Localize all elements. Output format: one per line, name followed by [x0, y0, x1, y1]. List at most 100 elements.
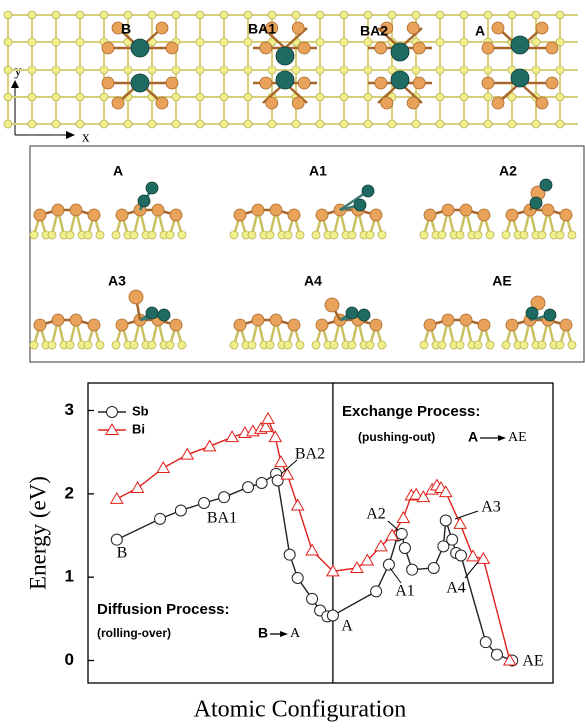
- atom: [295, 340, 305, 350]
- atom: [69, 203, 83, 217]
- atom: [339, 65, 349, 75]
- marker: [283, 548, 296, 561]
- atom: [507, 92, 517, 102]
- marker: [370, 585, 383, 598]
- atom: [233, 318, 247, 332]
- atom: [75, 119, 85, 129]
- atom: [481, 41, 495, 55]
- atom: [535, 96, 549, 110]
- atom: [297, 76, 311, 90]
- atom: [441, 203, 455, 217]
- atom: [435, 10, 445, 20]
- atom: [537, 230, 547, 240]
- atom: [543, 308, 557, 322]
- atom: [505, 208, 519, 222]
- atom: [219, 65, 229, 75]
- atom: [267, 10, 277, 20]
- structure-label: A1: [309, 163, 327, 179]
- legend-marker: [106, 406, 118, 418]
- atom: [315, 208, 329, 222]
- atom: [247, 230, 257, 240]
- y-axis-label: Energy (eV): [25, 476, 50, 590]
- atom: [111, 340, 121, 350]
- atom: [3, 92, 13, 102]
- atom: [69, 313, 83, 327]
- atom: [363, 119, 373, 129]
- atom: [171, 92, 181, 102]
- marker: [261, 411, 275, 424]
- atom: [555, 119, 565, 129]
- atom: [315, 119, 325, 129]
- atom: [145, 306, 159, 320]
- atom: [265, 340, 275, 350]
- atom: [459, 65, 469, 75]
- marker: [255, 477, 268, 489]
- atom: [519, 340, 529, 350]
- atom: [477, 208, 491, 222]
- atom: [539, 178, 553, 192]
- atom: [129, 340, 139, 350]
- structure-label: A: [113, 163, 123, 179]
- atom: [51, 92, 61, 102]
- atom: [130, 38, 150, 58]
- atom: [411, 119, 421, 129]
- atom: [473, 340, 483, 350]
- atom: [51, 10, 61, 20]
- atom: [435, 119, 445, 129]
- marker: [305, 543, 319, 556]
- atom: [165, 76, 179, 90]
- marker: [490, 648, 503, 661]
- atom: [530, 295, 546, 311]
- atom: [361, 184, 375, 198]
- atom: [51, 37, 61, 47]
- atom: [387, 119, 397, 129]
- atom: [147, 340, 157, 350]
- atom: [411, 65, 421, 75]
- structure-label: A4: [304, 273, 322, 289]
- marker: [156, 460, 171, 473]
- atom: [315, 10, 325, 20]
- atom: [171, 10, 181, 20]
- atom: [406, 21, 420, 35]
- atom: [171, 65, 181, 75]
- atom: [501, 230, 511, 240]
- marker: [438, 485, 453, 498]
- atom: [65, 340, 75, 350]
- atom: [243, 65, 253, 75]
- atom: [363, 37, 373, 47]
- marker: [502, 653, 517, 666]
- atom: [101, 76, 115, 90]
- atom: [155, 21, 169, 35]
- marker: [198, 497, 211, 509]
- atom: [111, 96, 125, 110]
- atom: [291, 119, 301, 129]
- atom: [27, 92, 37, 102]
- atom: [567, 340, 577, 350]
- atom: [357, 308, 371, 322]
- atom: [339, 92, 349, 102]
- atom: [459, 203, 473, 217]
- atom: [387, 10, 397, 20]
- marker: [218, 491, 231, 504]
- atom: [510, 68, 530, 88]
- atom: [195, 37, 205, 47]
- atom: [267, 65, 277, 75]
- atom: [29, 230, 39, 240]
- atom: [269, 203, 283, 217]
- atom: [137, 194, 151, 208]
- atom: [65, 230, 75, 240]
- atom: [229, 340, 239, 350]
- atom: [374, 41, 388, 55]
- atom: [329, 230, 339, 240]
- process-mode: (rolling-over): [97, 626, 171, 640]
- atom: [545, 76, 559, 90]
- atom: [177, 340, 187, 350]
- structure-label: BA2: [360, 23, 388, 39]
- atom: [459, 10, 469, 20]
- atom: [295, 230, 305, 240]
- axis-x-label: x: [82, 129, 90, 145]
- marker: [154, 512, 167, 525]
- atom: [363, 92, 373, 102]
- marker: [374, 539, 388, 552]
- atom: [130, 73, 150, 93]
